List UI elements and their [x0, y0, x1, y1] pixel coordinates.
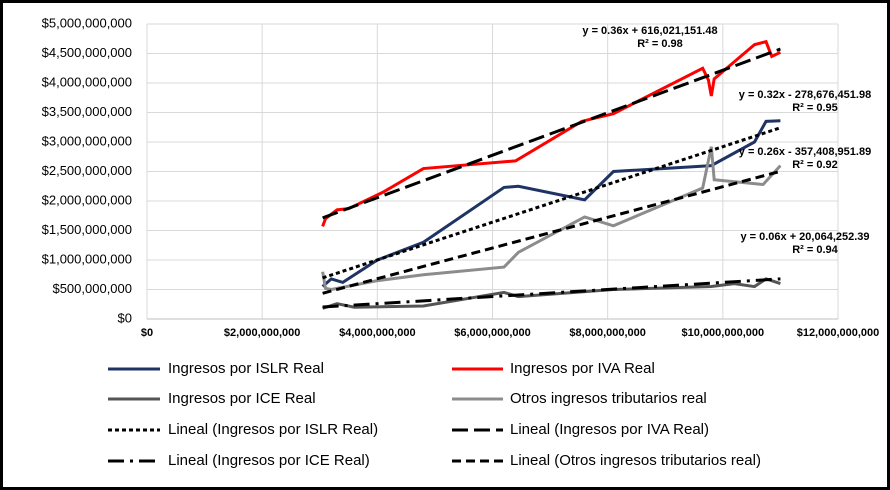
trendline	[322, 126, 781, 280]
trend-r2: R² = 0.95	[792, 102, 838, 114]
legend-label: Ingresos por ISLR Real	[168, 360, 324, 377]
trend-equation: y = 0.32x - 278,676,451.98	[739, 89, 871, 101]
line	[321, 119, 781, 288]
trend-r2: R² = 0.92	[792, 159, 838, 171]
legend-label: Lineal (Ingresos por ICE Real)	[168, 452, 370, 469]
y-tick-label: $1,500,000,000	[42, 222, 132, 237]
y-tick-label: $4,500,000,000	[42, 45, 132, 60]
trend-equation: y = 0.36x + 616,021,151.48	[582, 25, 717, 37]
trendline	[322, 169, 781, 295]
x-tick-label: $6,000,000,000	[454, 327, 530, 339]
y-tick-label: $3,000,000,000	[42, 133, 132, 148]
legend-label: Lineal (Ingresos por ISLR Real)	[168, 421, 378, 438]
trend-equation: y = 0.26x - 357,408,951.89	[739, 146, 871, 158]
y-tick-label: $0	[118, 310, 132, 325]
x-tick-label: $8,000,000,000	[569, 327, 645, 339]
x-tick-label: $10,000,000,000	[682, 327, 765, 339]
trendline	[322, 277, 781, 309]
y-tick-label: $1,000,000,000	[42, 251, 132, 266]
x-tick-label: $12,000,000,000	[797, 327, 880, 339]
legend-label: Ingresos por IVA Real	[510, 360, 655, 377]
legend-label: Lineal (Otros ingresos tributarios real)	[510, 452, 761, 469]
trendline	[322, 47, 781, 220]
trend-r2: R² = 0.98	[637, 38, 683, 50]
trend-equation: y = 0.06x + 20,064,252.39	[740, 231, 869, 243]
trend-r2: R² = 0.94	[792, 244, 838, 256]
y-tick-label: $2,000,000,000	[42, 192, 132, 207]
x-tick-label: $4,000,000,000	[339, 327, 415, 339]
y-tick-label: $2,500,000,000	[42, 163, 132, 178]
y-tick-label: $4,000,000,000	[42, 74, 132, 89]
y-tick-label: $500,000,000	[52, 281, 132, 296]
y-tick-label: $5,000,000,000	[42, 15, 132, 30]
x-tick-label: $2,000,000,000	[224, 327, 300, 339]
line	[322, 277, 781, 310]
legend-label: Otros ingresos tributarios real	[510, 390, 707, 407]
legend-label: Lineal (Ingresos por IVA Real)	[510, 421, 709, 438]
legend-label: Ingresos por ICE Real	[168, 390, 316, 407]
y-tick-label: $3,500,000,000	[42, 104, 132, 119]
x-tick-label: $0	[141, 327, 153, 339]
